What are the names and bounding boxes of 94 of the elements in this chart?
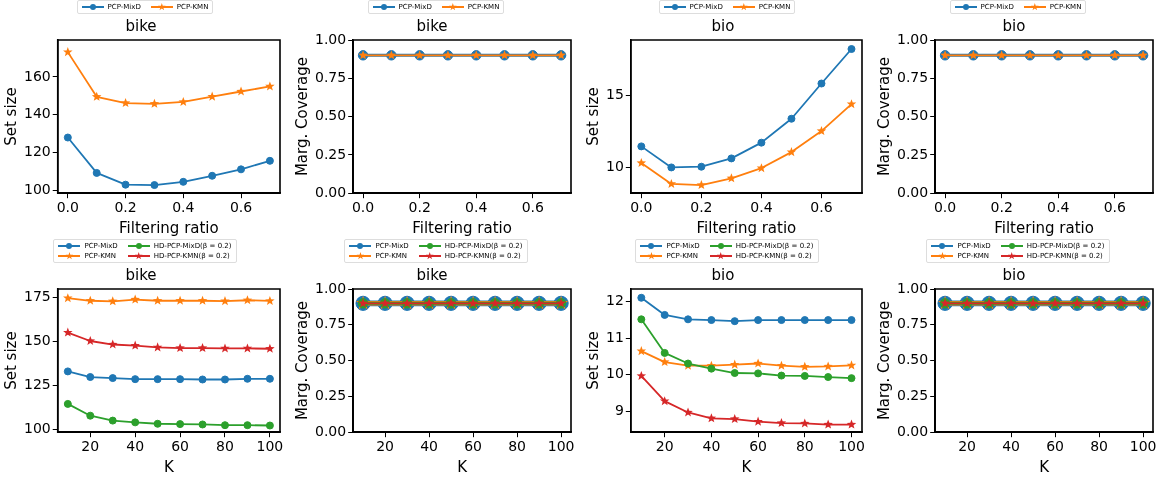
x-tick-label: 0.2 — [690, 199, 713, 216]
x-tick-label: 80 — [216, 438, 234, 455]
x-tick-label: 60 — [171, 438, 189, 455]
y-tick-label: 0.75 — [315, 315, 347, 332]
x-tick-label: 100 — [838, 438, 865, 455]
x-tick-label: 0.4 — [172, 199, 195, 216]
y-tick-label: 0.75 — [897, 315, 929, 332]
y-tick-label: 0.75 — [315, 68, 347, 85]
y-tick-label: 0.75 — [897, 68, 929, 85]
y-tick-label: 150 — [23, 331, 51, 348]
x-axis-title: K — [741, 457, 753, 476]
y-tick-label: 0.00 — [897, 422, 929, 439]
x-tick-label: 60 — [464, 438, 482, 455]
x-tick-label: 80 — [1090, 438, 1109, 455]
x-tick-label: 80 — [795, 438, 814, 455]
x-tick-label: 100 — [547, 438, 575, 455]
y-tick-label: 12 — [605, 292, 624, 309]
x-tick-label: 40 — [420, 438, 438, 455]
x-tick-label: 0.0 — [351, 199, 375, 216]
x-tick-label: 60 — [1046, 438, 1064, 455]
x-tick-label: 40 — [126, 438, 145, 455]
x-axis-title: K — [163, 457, 175, 476]
y-axis-title: Marg. Coverage — [292, 301, 311, 421]
y-axis-title: Set size — [1, 87, 20, 146]
x-tick-label: 0.4 — [1047, 199, 1070, 216]
x-tick-label: 80 — [508, 438, 527, 455]
y-tick-label: 0.25 — [897, 145, 929, 162]
y-tick-label: 0.00 — [315, 183, 347, 200]
x-tick-label: 0.4 — [750, 199, 773, 216]
chart-title: bio — [711, 265, 735, 284]
y-axis-title: Set size — [1, 331, 20, 390]
x-tick-label: 0.0 — [630, 199, 653, 216]
y-tick-label: 0.25 — [897, 387, 929, 404]
y-tick-label: 0.50 — [315, 351, 347, 368]
y-axis-title: Marg. Coverage — [874, 57, 893, 177]
y-tick-label: 0.25 — [315, 387, 347, 404]
x-axis-title: Filtering ratio — [994, 218, 1094, 237]
x-tick-label: 60 — [749, 438, 767, 455]
chart-title: bike — [125, 265, 157, 284]
chart-title: bike — [416, 16, 448, 35]
x-tick-label: 0.6 — [1103, 199, 1127, 216]
x-tick-label: 0.2 — [408, 199, 431, 216]
y-tick-label: 15 — [605, 86, 624, 103]
x-tick-label: 100 — [1129, 438, 1157, 455]
y-tick-label: 10 — [605, 158, 624, 175]
x-tick-label: 20 — [655, 438, 674, 455]
y-tick-label: 1.00 — [897, 30, 929, 47]
x-tick-label: 20 — [958, 438, 976, 455]
y-tick-label: 0.50 — [897, 351, 929, 368]
y-tick-label: 1.00 — [897, 279, 929, 296]
y-tick-label: 0.50 — [897, 107, 929, 124]
y-tick-label: 160 — [23, 67, 51, 84]
y-axis-title: Marg. Coverage — [874, 301, 893, 421]
chart-title: bio — [1002, 265, 1026, 284]
y-tick-label: 100 — [23, 181, 51, 198]
x-axis-title: K — [457, 457, 469, 476]
x-tick-label: 20 — [81, 438, 100, 455]
x-axis-title: Filtering ratio — [119, 218, 219, 237]
y-tick-label: 0.25 — [315, 145, 347, 162]
y-tick-label: 11 — [605, 328, 624, 345]
y-tick-label: 175 — [23, 287, 51, 304]
x-tick-label: 0.4 — [465, 199, 488, 216]
y-tick-label: 1.00 — [315, 279, 347, 296]
x-tick-label: 0.6 — [521, 199, 545, 216]
x-tick-label: 0.0 — [933, 199, 957, 216]
y-tick-label: 0.50 — [315, 107, 347, 124]
x-axis-title: K — [1039, 457, 1051, 476]
x-tick-label: 0.2 — [990, 199, 1013, 216]
y-tick-label: 1.00 — [315, 30, 347, 47]
x-tick-label: 0.6 — [229, 199, 253, 216]
x-tick-label: 0.6 — [810, 199, 833, 216]
x-tick-label: 40 — [702, 438, 721, 455]
y-tick-label: 9 — [614, 402, 624, 419]
y-axis-title: Set size — [583, 331, 602, 390]
x-tick-label: 100 — [256, 438, 284, 455]
chart-title: bike — [125, 16, 157, 35]
y-tick-label: 0.00 — [897, 183, 929, 200]
y-tick-label: 140 — [23, 105, 51, 122]
y-axis-title: Marg. Coverage — [292, 57, 311, 177]
chart-title: bio — [711, 16, 735, 35]
y-tick-label: 120 — [23, 143, 51, 160]
chart-title: bike — [416, 265, 448, 284]
y-tick-label: 10 — [605, 365, 624, 382]
y-tick-label: 125 — [23, 375, 51, 392]
x-tick-label: 20 — [376, 438, 394, 455]
y-tick-label: 100 — [23, 419, 51, 436]
x-tick-label: 0.2 — [114, 199, 137, 216]
y-axis-title: Set size — [583, 87, 602, 146]
y-tick-label: 0.00 — [315, 422, 347, 439]
x-tick-label: 40 — [1002, 438, 1020, 455]
x-tick-label: 0.0 — [56, 199, 79, 216]
x-axis-title: Filtering ratio — [696, 218, 797, 237]
x-axis-title: Filtering ratio — [412, 218, 512, 237]
chart-title: bio — [1002, 16, 1026, 35]
